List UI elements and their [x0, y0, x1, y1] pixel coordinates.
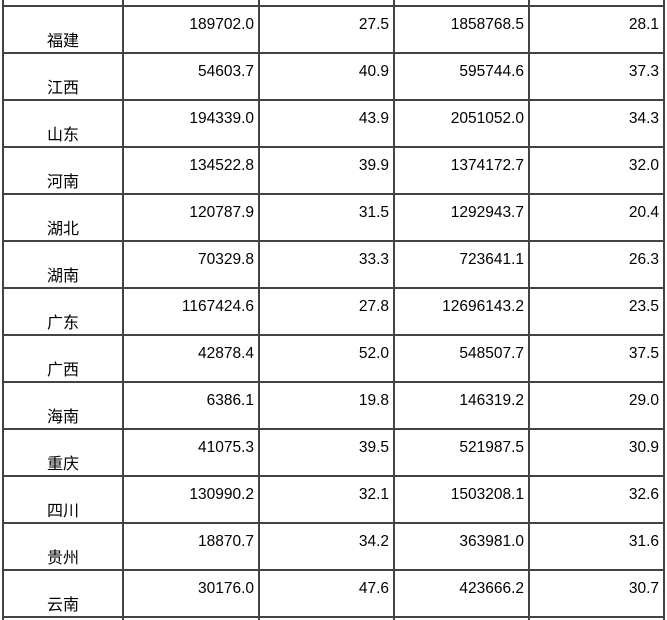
cell-percent-1: 52.0 [258, 334, 395, 383]
cell-empty [122, 616, 260, 620]
cell-value-2: 1858768.5 [393, 5, 530, 54]
cell-value-1: 70329.8 [122, 240, 260, 289]
cell-percent-2: 29.0 [528, 381, 665, 430]
cell-empty [2, 0, 124, 7]
cell-value-2: 363981.0 [393, 522, 530, 571]
cell-value-2: 548507.7 [393, 334, 530, 383]
cell-percent-1: 43.9 [258, 99, 395, 148]
cell-province: 广东 [2, 287, 124, 336]
cell-percent-1: 31.5 [258, 193, 395, 242]
table-row: 河南 134522.8 39.9 1374172.7 32.0 [2, 146, 665, 195]
cell-percent-1: 39.9 [258, 146, 395, 195]
cell-value-1: 120787.9 [122, 193, 260, 242]
cell-province: 重庆 [2, 428, 124, 477]
partial-row-bottom [2, 616, 665, 620]
cell-percent-2: 30.7 [528, 569, 665, 618]
cell-percent-2: 31.6 [528, 522, 665, 571]
cell-percent-1: 33.3 [258, 240, 395, 289]
cell-percent-2: 28.1 [528, 5, 665, 54]
cell-percent-2: 30.9 [528, 428, 665, 477]
partial-row-top [2, 0, 665, 7]
table-row: 云南 30176.0 47.6 423666.2 30.7 [2, 569, 665, 618]
table-row: 海南 6386.1 19.8 146319.2 29.0 [2, 381, 665, 430]
cell-percent-1: 39.5 [258, 428, 395, 477]
cell-value-2: 595744.6 [393, 52, 530, 101]
table-row: 山东 194339.0 43.9 2051052.0 34.3 [2, 99, 665, 148]
table-row: 广东 1167424.6 27.8 12696143.2 23.5 [2, 287, 665, 336]
cell-percent-2: 37.3 [528, 52, 665, 101]
cell-value-1: 6386.1 [122, 381, 260, 430]
cell-percent-2: 20.4 [528, 193, 665, 242]
cell-value-1: 18870.7 [122, 522, 260, 571]
cell-province: 云南 [2, 569, 124, 618]
cell-empty [122, 0, 260, 7]
table-row: 湖北 120787.9 31.5 1292943.7 20.4 [2, 193, 665, 242]
cell-value-1: 41075.3 [122, 428, 260, 477]
cell-value-2: 723641.1 [393, 240, 530, 289]
cell-percent-2: 26.3 [528, 240, 665, 289]
cell-value-2: 423666.2 [393, 569, 530, 618]
cell-value-2: 12696143.2 [393, 287, 530, 336]
cell-province: 福建 [2, 5, 124, 54]
cell-province: 湖北 [2, 193, 124, 242]
cell-empty [258, 616, 395, 620]
cell-value-2: 1503208.1 [393, 475, 530, 524]
cell-value-1: 189702.0 [122, 5, 260, 54]
cell-value-2: 1374172.7 [393, 146, 530, 195]
cell-province: 广西 [2, 334, 124, 383]
cell-province: 河南 [2, 146, 124, 195]
table-row: 广西 42878.4 52.0 548507.7 37.5 [2, 334, 665, 383]
cell-empty [528, 616, 665, 620]
table-row: 湖南 70329.8 33.3 723641.1 26.3 [2, 240, 665, 289]
cell-province: 四川 [2, 475, 124, 524]
cell-value-1: 54603.7 [122, 52, 260, 101]
cell-empty [2, 616, 124, 620]
cell-percent-2: 34.3 [528, 99, 665, 148]
cell-percent-2: 37.5 [528, 334, 665, 383]
table-row: 贵州 18870.7 34.2 363981.0 31.6 [2, 522, 665, 571]
cell-value-2: 521987.5 [393, 428, 530, 477]
cell-percent-2: 32.6 [528, 475, 665, 524]
cell-percent-1: 32.1 [258, 475, 395, 524]
table-row: 重庆 41075.3 39.5 521987.5 30.9 [2, 428, 665, 477]
cell-percent-1: 47.6 [258, 569, 395, 618]
cell-province: 贵州 [2, 522, 124, 571]
table-row: 江西 54603.7 40.9 595744.6 37.3 [2, 52, 665, 101]
cell-value-1: 42878.4 [122, 334, 260, 383]
cell-empty [393, 616, 530, 620]
cell-empty [528, 0, 665, 7]
cell-value-2: 146319.2 [393, 381, 530, 430]
cell-value-2: 1292943.7 [393, 193, 530, 242]
cell-empty [393, 0, 530, 7]
cell-percent-1: 40.9 [258, 52, 395, 101]
cell-empty [258, 0, 395, 7]
cell-value-1: 134522.8 [122, 146, 260, 195]
table-row: 福建 189702.0 27.5 1858768.5 28.1 [2, 5, 665, 54]
cell-percent-2: 23.5 [528, 287, 665, 336]
cell-value-1: 130990.2 [122, 475, 260, 524]
cell-province: 江西 [2, 52, 124, 101]
table-row: 四川 130990.2 32.1 1503208.1 32.6 [2, 475, 665, 524]
cell-province: 湖南 [2, 240, 124, 289]
cell-province: 山东 [2, 99, 124, 148]
cell-percent-1: 19.8 [258, 381, 395, 430]
cell-percent-1: 27.8 [258, 287, 395, 336]
cell-percent-2: 32.0 [528, 146, 665, 195]
cell-value-1: 194339.0 [122, 99, 260, 148]
cell-value-1: 30176.0 [122, 569, 260, 618]
cell-value-2: 2051052.0 [393, 99, 530, 148]
cell-value-1: 1167424.6 [122, 287, 260, 336]
cell-province: 海南 [2, 381, 124, 430]
cell-percent-1: 27.5 [258, 5, 395, 54]
cell-percent-1: 34.2 [258, 522, 395, 571]
